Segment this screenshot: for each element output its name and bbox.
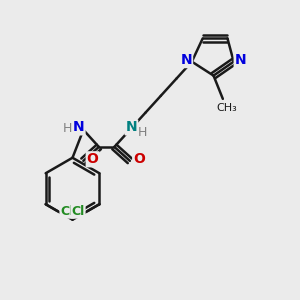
Text: Cl: Cl	[71, 205, 85, 218]
Text: O: O	[133, 152, 145, 166]
Text: O: O	[87, 152, 99, 166]
Text: CH₃: CH₃	[216, 103, 237, 113]
Text: N: N	[73, 120, 85, 134]
Text: N: N	[126, 120, 137, 134]
Text: Cl: Cl	[60, 205, 74, 218]
Text: N: N	[181, 53, 192, 67]
Text: H: H	[63, 122, 72, 135]
Text: N: N	[235, 53, 246, 67]
Text: H: H	[138, 127, 148, 140]
